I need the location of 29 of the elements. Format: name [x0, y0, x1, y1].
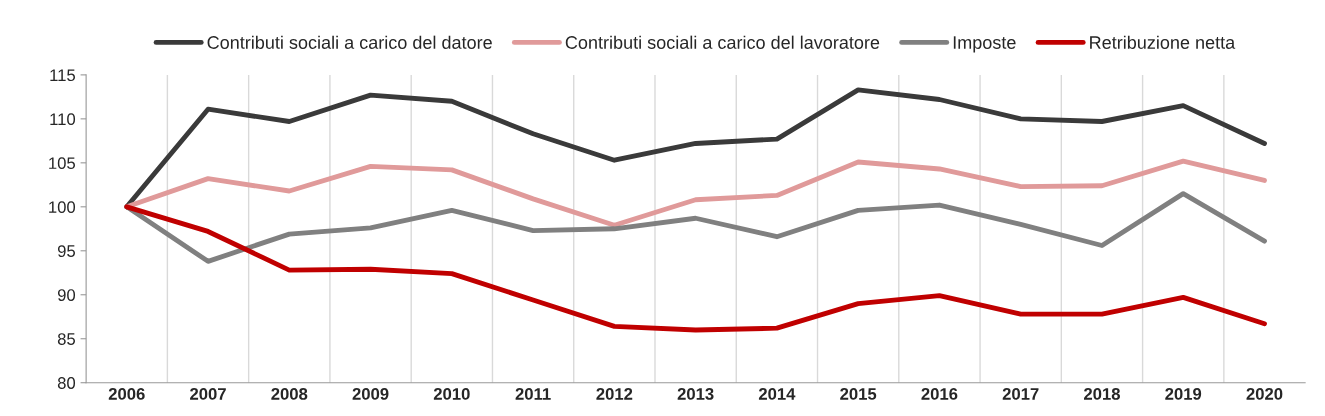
- x-tick-label: 2019: [1165, 388, 1202, 400]
- legend-label: Contributi sociali a carico del lavoratore: [565, 35, 880, 49]
- legend-label: Retribuzione netta: [1090, 35, 1236, 49]
- y-tick-label: 85: [57, 333, 76, 345]
- x-tick-label: 2010: [433, 388, 470, 400]
- x-tick-label: 2011: [515, 388, 551, 400]
- x-tick-label: 2018: [1084, 388, 1120, 400]
- x-tick-label: 2020: [1246, 388, 1283, 400]
- x-tick-label: 2008: [271, 388, 308, 400]
- x-tick-label: 2013: [677, 388, 714, 400]
- x-tick-label: 2007: [190, 388, 226, 400]
- legend-label: Imposte: [953, 36, 1016, 53]
- legend-label: Contributi sociali a carico del datore: [207, 35, 492, 49]
- x-tick-label: 2009: [352, 388, 389, 400]
- y-tick-label: 95: [57, 245, 76, 257]
- x-tick-label: 2014: [758, 388, 796, 400]
- line-series: [124, 191, 1267, 264]
- line-series: [124, 204, 1267, 333]
- x-tick-label: 2006: [108, 388, 145, 400]
- y-tick-label: 105: [49, 157, 76, 170]
- x-tick-label: 2017: [1002, 388, 1039, 400]
- y-tick-label: 115: [50, 69, 76, 82]
- y-tick-label: 100: [49, 201, 76, 214]
- x-tick-label: 2012: [596, 388, 633, 400]
- x-tick-label: 2016: [921, 388, 958, 400]
- y-tick-label: 110: [50, 113, 76, 126]
- y-tick-label: 80: [57, 377, 76, 389]
- x-tick-label: 2015: [840, 388, 877, 400]
- y-tick-label: 90: [57, 289, 76, 301]
